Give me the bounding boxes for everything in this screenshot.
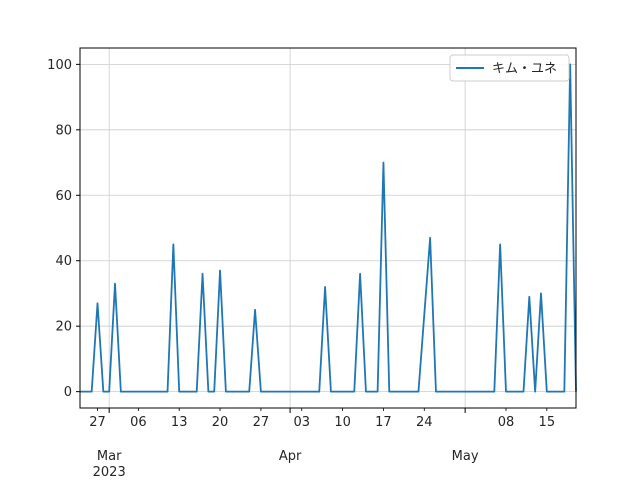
x-tick-label: 17 bbox=[375, 415, 392, 430]
x-tick-label: 20 bbox=[212, 415, 229, 430]
x-tick-label: 06 bbox=[130, 415, 147, 430]
legend-label: キム・ユネ bbox=[492, 62, 557, 77]
x-tick-label: 03 bbox=[293, 415, 310, 430]
y-axis: 0 20 40 60 80 100 bbox=[47, 58, 80, 400]
x-tick-label: 08 bbox=[498, 415, 515, 430]
legend: キム・ユネ bbox=[449, 54, 570, 82]
x-month-label: Mar bbox=[97, 449, 122, 464]
x-tick-label: 24 bbox=[416, 415, 433, 430]
y-tick-label: 20 bbox=[55, 320, 72, 335]
x-month-label: Apr bbox=[279, 449, 302, 464]
y-tick-label: 60 bbox=[55, 189, 72, 204]
x-month-label: May bbox=[452, 449, 479, 464]
x-tick-label: 27 bbox=[89, 415, 106, 430]
x-tick-label: 10 bbox=[334, 415, 351, 430]
x-tick-label: 15 bbox=[539, 415, 556, 430]
y-tick-label: 40 bbox=[55, 254, 72, 269]
plot-frame bbox=[79, 47, 577, 409]
legend-box bbox=[449, 54, 570, 82]
series-layer bbox=[80, 63, 577, 393]
x-tick-label: 27 bbox=[253, 415, 270, 430]
y-tick-label: 100 bbox=[47, 58, 72, 73]
y-tick-label: 0 bbox=[64, 385, 72, 400]
x-tick-label: 13 bbox=[171, 415, 188, 430]
series-line bbox=[80, 63, 577, 393]
x-year-label: 2023 bbox=[93, 465, 126, 480]
y-tick-label: 80 bbox=[55, 123, 72, 138]
